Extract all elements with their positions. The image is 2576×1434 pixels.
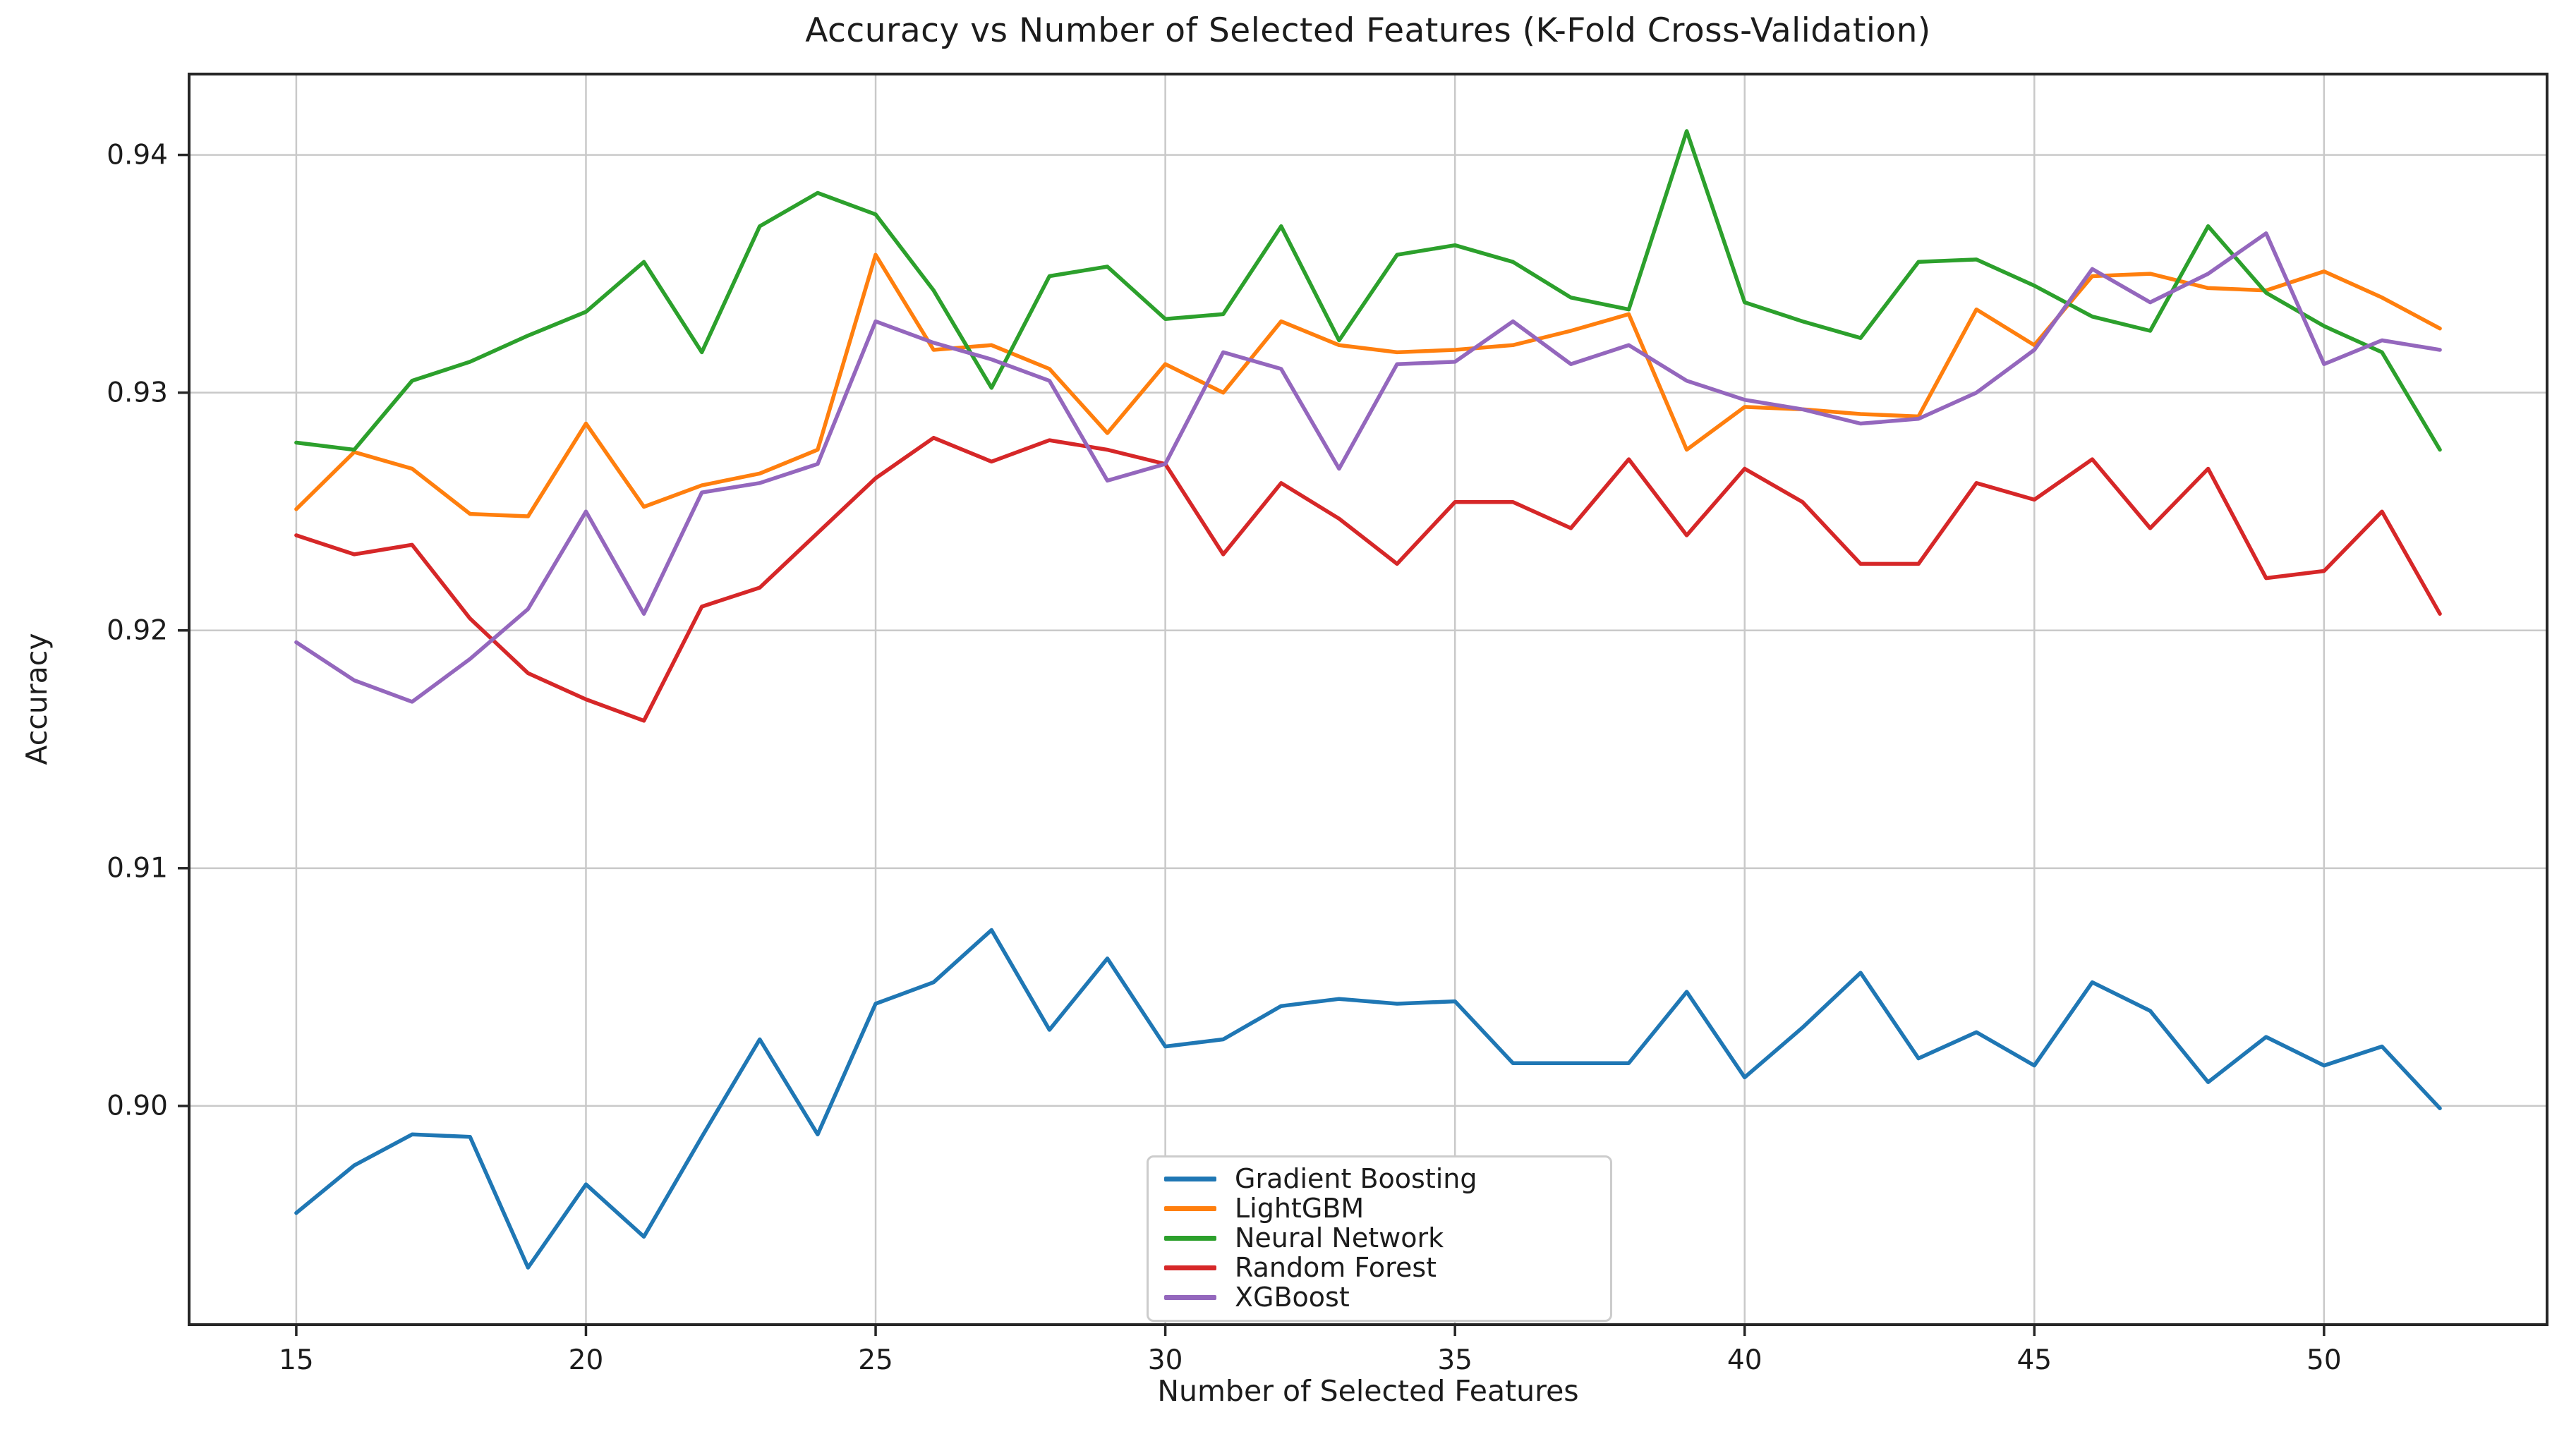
x-tick-label-50: 50	[2306, 1344, 2342, 1376]
series-line-random-forest	[294, 435, 2442, 723]
legend-item-label: Neural Network	[1235, 1222, 1444, 1253]
y-tick-label-0.91: 0.91	[107, 852, 168, 885]
legend-line-swatch-icon	[1164, 1235, 1216, 1241]
chart-title: Accuracy vs Number of Selected Features …	[805, 11, 1931, 50]
x-axis-label: Number of Selected Features	[1157, 1374, 1579, 1408]
series-line-xgboost	[294, 231, 2442, 704]
x-tick-label-30: 30	[1147, 1344, 1183, 1376]
x-tick-label-45: 45	[2016, 1344, 2052, 1376]
legend-item-random-forest: Random Forest	[1164, 1252, 1595, 1283]
x-tick-label-15: 15	[279, 1344, 314, 1376]
x-tick-label-25: 25	[858, 1344, 893, 1376]
legend-item-label: XGBoost	[1235, 1282, 1350, 1313]
y-tick-label-0.93: 0.93	[107, 377, 168, 409]
series-line-gradient-boosting	[294, 928, 2442, 1270]
y-tick-label-0.92: 0.92	[107, 614, 168, 647]
series-line-neural-network	[294, 129, 2442, 452]
legend-item-gradient-boosting: Gradient Boosting	[1164, 1163, 1595, 1194]
legend-item-label: Random Forest	[1235, 1252, 1437, 1283]
legend-item-label: LightGBM	[1235, 1193, 1365, 1224]
legend-line-swatch-icon	[1164, 1176, 1216, 1181]
y-tick-label-0.90: 0.90	[107, 1090, 168, 1122]
y-tick-label-0.94: 0.94	[107, 139, 168, 171]
legend-item-neural-network: Neural Network	[1164, 1222, 1595, 1253]
legend-line-swatch-icon	[1164, 1294, 1216, 1300]
legend-line-swatch-icon	[1164, 1205, 1216, 1211]
legend-item-xgboost: XGBoost	[1164, 1282, 1595, 1313]
x-tick-label-40: 40	[1727, 1344, 1762, 1376]
legend-item-label: Gradient Boosting	[1235, 1163, 1477, 1194]
axes-box	[188, 73, 2548, 1326]
y-axis-label: Accuracy	[20, 633, 54, 765]
x-tick-label-20: 20	[568, 1344, 604, 1376]
x-tick-label-35: 35	[1437, 1344, 1473, 1376]
legend: Gradient Boosting LightGBM Neural Network R…	[1147, 1155, 1612, 1322]
legend-item-lightgbm: LightGBM	[1164, 1193, 1595, 1224]
legend-line-swatch-icon	[1164, 1265, 1216, 1270]
series-line-lightgbm	[294, 253, 2442, 518]
